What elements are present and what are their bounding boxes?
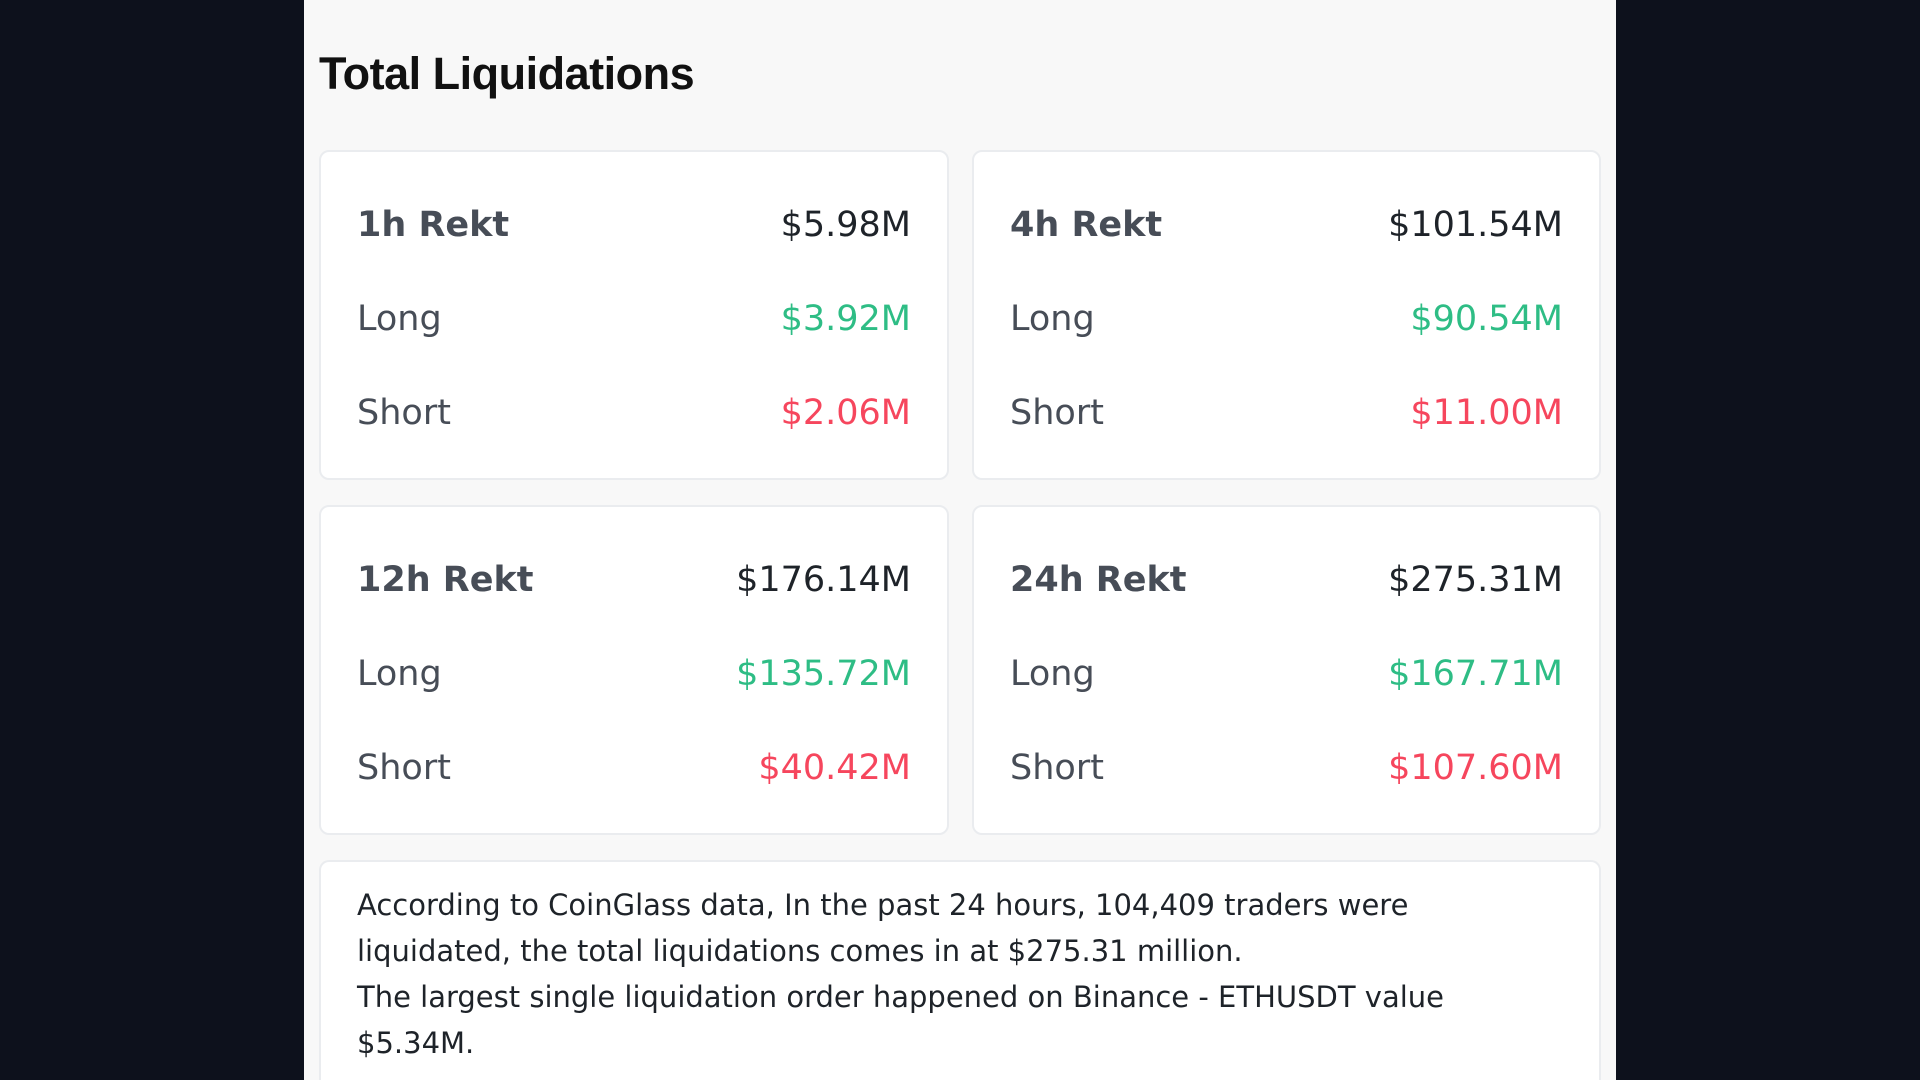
short-row: Short $11.00M [1010, 388, 1563, 438]
short-label: Short [357, 393, 451, 433]
short-row: Short $2.06M [357, 388, 911, 438]
period-label: 24h Rekt [1010, 560, 1187, 600]
total-row: 1h Rekt $5.98M [357, 200, 911, 250]
long-value: $135.72M [736, 654, 911, 694]
long-row: Long $3.92M [357, 294, 911, 344]
short-label: Short [1010, 393, 1104, 433]
card-12h-rekt: 12h Rekt $176.14M Long $135.72M Short $4… [319, 505, 949, 835]
total-row: 4h Rekt $101.54M [1010, 200, 1563, 250]
summary-card: According to CoinGlass data, In the past… [319, 860, 1601, 1080]
page-title: Total Liquidations [319, 48, 695, 99]
card-24h-rekt: 24h Rekt $275.31M Long $167.71M Short $1… [972, 505, 1601, 835]
long-label: Long [357, 299, 442, 339]
short-row: Short $40.42M [357, 743, 911, 793]
card-1h-rekt: 1h Rekt $5.98M Long $3.92M Short $2.06M [319, 150, 949, 480]
long-row: Long $90.54M [1010, 294, 1563, 344]
card-4h-rekt: 4h Rekt $101.54M Long $90.54M Short $11.… [972, 150, 1601, 480]
long-row: Long $135.72M [357, 649, 911, 699]
total-value: $275.31M [1388, 560, 1563, 600]
long-row: Long $167.71M [1010, 649, 1563, 699]
short-value: $40.42M [758, 748, 911, 788]
short-value: $107.60M [1388, 748, 1563, 788]
summary-text: According to CoinGlass data, In the past… [357, 888, 1409, 968]
long-value: $3.92M [780, 299, 911, 339]
long-label: Long [1010, 299, 1095, 339]
total-value: $101.54M [1388, 205, 1563, 245]
short-value: $11.00M [1410, 393, 1563, 433]
liquidations-panel: Total Liquidations 1h Rekt $5.98M Long $… [304, 0, 1616, 1080]
short-value: $2.06M [780, 393, 911, 433]
long-label: Long [1010, 654, 1095, 694]
short-label: Short [357, 748, 451, 788]
long-label: Long [357, 654, 442, 694]
total-row: 24h Rekt $275.31M [1010, 555, 1563, 605]
total-row: 12h Rekt $176.14M [357, 555, 911, 605]
period-label: 1h Rekt [357, 205, 510, 245]
long-value: $167.71M [1388, 654, 1563, 694]
short-label: Short [1010, 748, 1104, 788]
long-value: $90.54M [1410, 299, 1563, 339]
largest-liquidation-text: The largest single liquidation order hap… [357, 980, 1444, 1060]
total-value: $176.14M [736, 560, 911, 600]
period-label: 12h Rekt [357, 560, 534, 600]
short-row: Short $107.60M [1010, 743, 1563, 793]
period-label: 4h Rekt [1010, 205, 1163, 245]
total-value: $5.98M [780, 205, 911, 245]
